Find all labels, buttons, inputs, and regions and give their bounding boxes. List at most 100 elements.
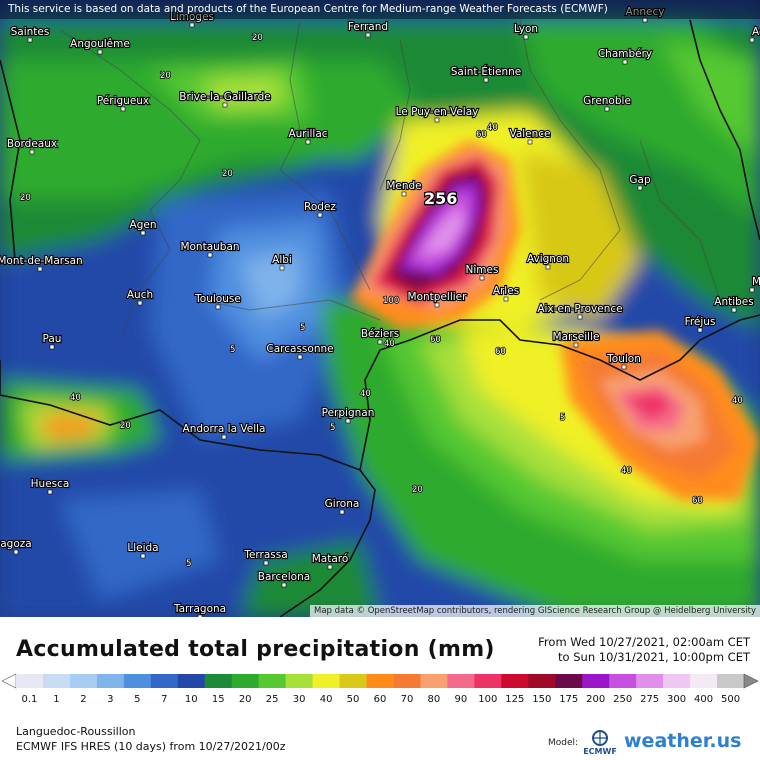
- contour-label: 5: [330, 423, 335, 433]
- scale-swatch: [474, 674, 502, 688]
- scale-swatch: [393, 674, 421, 688]
- city-avignon: Avignon: [526, 252, 570, 270]
- scale-tick-label: 15: [212, 694, 225, 705]
- city-marker: [401, 191, 407, 197]
- city-marker: [483, 77, 489, 83]
- city-label: Toulon: [606, 353, 641, 365]
- map-attribution[interactable]: Map data © OpenStreetMap contributors, r…: [310, 605, 760, 617]
- scale-swatch: [258, 674, 287, 688]
- city-marker: [479, 275, 485, 281]
- contour-label: 100: [383, 296, 399, 306]
- scale-tick-label: 100: [478, 694, 497, 705]
- city-label: Avignon: [527, 253, 569, 265]
- city-marker: [47, 489, 53, 495]
- city-label: Mataró: [312, 553, 349, 565]
- city-marker: [207, 252, 213, 258]
- city-marker: [621, 364, 627, 370]
- contour-label: 40: [70, 393, 81, 403]
- scale-tick-label: 500: [721, 694, 740, 705]
- contour-label: 5: [186, 559, 191, 569]
- contour-label: 60: [430, 335, 441, 345]
- scale-tick-label: 1: [53, 694, 59, 705]
- city-marker: [434, 117, 440, 123]
- city-marker: [221, 434, 227, 440]
- contour-label: 20: [252, 33, 263, 43]
- city-marker: [305, 139, 311, 145]
- city-marker: [189, 22, 195, 28]
- city-label: Aurillac: [288, 128, 327, 140]
- city-marker: [137, 300, 143, 306]
- city-p-rigueux: Périgueux: [96, 94, 150, 112]
- city-label: Brive-la-Gaillarde: [179, 91, 270, 103]
- city-marker: [377, 339, 383, 345]
- scale-swatch: [96, 674, 125, 688]
- city-le-puy-en-velay: Le Puy-en-Velay: [395, 105, 479, 123]
- city-mende: Mende: [385, 179, 423, 197]
- scale-tick-label: 7: [161, 694, 167, 705]
- scale-swatch: [663, 674, 691, 688]
- city-brive-la-gaillarde: Brive-la-Gaillarde: [178, 90, 272, 108]
- scale-swatch: [312, 674, 341, 688]
- city-marker: [215, 304, 221, 310]
- scale-tick-label: 2: [80, 694, 86, 705]
- city-montauban: Montauban: [179, 240, 241, 258]
- city-limoges: Limoges: [169, 10, 215, 28]
- city-marker: [27, 37, 33, 43]
- scale-tick-label: 400: [694, 694, 713, 705]
- city-b-ziers: Béziers: [360, 327, 400, 345]
- city-n-mes: Nîmes: [464, 263, 500, 281]
- city-marker: [697, 327, 703, 333]
- city-grenoble: Grenoble: [582, 94, 632, 112]
- city-tarragona: Tarragona: [172, 602, 227, 617]
- scale-tick-label: 50: [347, 694, 360, 705]
- period-from: From Wed 10/27/2021, 02:00am CET: [538, 635, 750, 649]
- precipitation-map[interactable]: Limoges Ferrand Lyon Annecy Saintes Angoulême…: [0, 0, 760, 617]
- contour-label: 60: [692, 496, 703, 506]
- city-marker: [503, 296, 509, 302]
- city-label: Andorra la Vella: [183, 423, 266, 435]
- scale-swatch: [42, 674, 71, 688]
- city-ferrand: Ferrand: [347, 20, 389, 38]
- scale-tick-label: 0.1: [22, 694, 38, 705]
- city-label: Rodez: [304, 201, 336, 213]
- city-label: Toulouse: [194, 293, 241, 305]
- city-montpellier: Montpellier: [406, 290, 468, 308]
- city-label: Nîmes: [466, 264, 499, 276]
- scale-swatch: [690, 674, 718, 688]
- scale-tick-label: 25: [266, 694, 279, 705]
- city-marker: [281, 582, 287, 588]
- scale-tick-label: 175: [559, 694, 578, 705]
- city-terrassa: Terrassa: [242, 548, 289, 566]
- city-antibes: Antibes: [713, 295, 755, 313]
- city-marker: [263, 560, 269, 566]
- city-layer: Limoges Ferrand Lyon Annecy Saintes Angoulême…: [0, 5, 760, 617]
- city-label: Carcassonne: [266, 343, 333, 355]
- city-label: Auch: [127, 289, 153, 301]
- city-annecy: Annecy: [624, 5, 666, 23]
- city-label: Ferrand: [348, 21, 388, 33]
- scale-arrow-high: [743, 673, 759, 689]
- city-label: Le Puy-en-Velay: [396, 106, 479, 118]
- weather-us-logo[interactable]: weather.us: [624, 730, 742, 752]
- scale-swatch: [204, 674, 233, 688]
- city-label: Chambéry: [598, 48, 652, 60]
- legend-panel: [0, 617, 760, 760]
- contour-label: 20: [20, 193, 31, 203]
- scale-tick-label: 10: [185, 694, 198, 705]
- city-label: Béziers: [361, 328, 399, 340]
- city-marker: [577, 314, 583, 320]
- map-canvas: Limoges Ferrand Lyon Annecy Saintes Angoulême…: [0, 0, 760, 617]
- city-marker: [545, 264, 551, 270]
- city-label: Barcelona: [258, 571, 310, 583]
- chart-title: Accumulated total precipitation (mm): [16, 637, 495, 662]
- city-marker: [731, 307, 737, 313]
- scale-tick-label: 60: [374, 694, 387, 705]
- city-label: Limoges: [170, 11, 214, 23]
- city-marker: [573, 342, 579, 348]
- city-mont-de-marsan: Mont-de-Marsan: [0, 254, 84, 272]
- city-marker: [339, 509, 345, 515]
- city-label: Angoulême: [70, 38, 130, 50]
- city-matar-: Mataró: [311, 552, 349, 570]
- scale-tick-label: 125: [505, 694, 524, 705]
